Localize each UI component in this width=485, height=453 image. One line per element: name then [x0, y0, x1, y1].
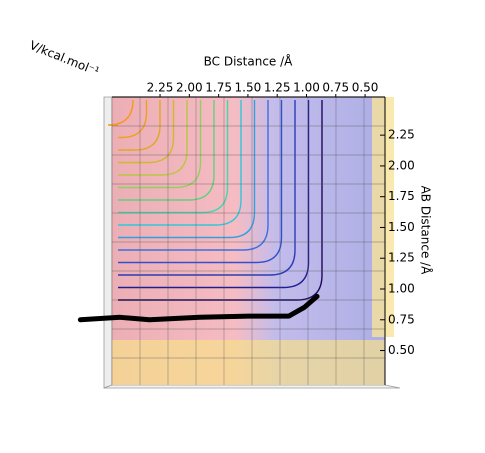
y-tick-label: 1.00	[388, 282, 415, 296]
contour-line	[118, 100, 296, 276]
contour-line	[118, 100, 283, 264]
z-axis-label: V/kcal.mol⁻¹	[28, 38, 102, 79]
x-tick-label: 2.00	[176, 81, 203, 95]
contour-line	[118, 100, 310, 289]
y-tick-label: 1.75	[388, 189, 415, 203]
contour-line	[118, 100, 256, 239]
contour-line	[118, 100, 269, 251]
x-tick-label: 1.25	[264, 81, 291, 95]
contour-line	[118, 100, 215, 201]
x-tick-label: 1.75	[205, 81, 232, 95]
contour-line	[107, 99, 134, 126]
x-tick-label: 1.50	[235, 81, 262, 95]
contour-line	[118, 100, 323, 301]
surface-wall	[372, 97, 394, 337]
x-axis-label: BC Distance /Å	[204, 54, 294, 69]
x-tick-label: 0.50	[352, 81, 379, 95]
y-axis-label: AB Distance /Å	[419, 186, 434, 276]
y-tick-label: 1.25	[388, 251, 415, 265]
contour-line	[118, 100, 229, 214]
contour-line	[118, 100, 202, 189]
surface	[112, 97, 385, 385]
x-tick-label: 2.25	[147, 81, 174, 95]
y-tick-label: 0.50	[388, 343, 415, 357]
y-tick-label: 2.25	[388, 128, 415, 142]
contour-line	[118, 100, 175, 164]
contour-line	[118, 100, 161, 151]
contours	[107, 96, 385, 385]
x-tick-label: 1.00	[293, 81, 320, 95]
y-tick-label: 1.50	[388, 220, 415, 234]
y-tick-label: 2.00	[388, 158, 415, 172]
x-tick-label: 0.75	[322, 81, 349, 95]
trajectory	[77, 293, 320, 323]
contour-line	[118, 100, 242, 226]
surface-floor	[112, 340, 385, 385]
contour-line	[118, 100, 148, 139]
contour-line	[118, 100, 188, 176]
y-tick-label: 0.75	[388, 312, 415, 326]
